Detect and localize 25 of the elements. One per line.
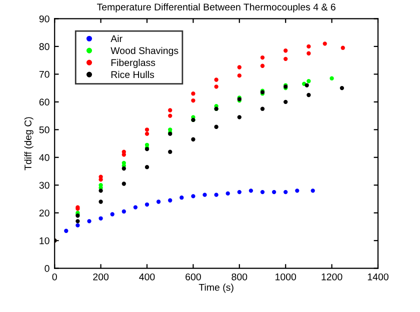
x-tick-label: 1000 xyxy=(276,273,296,280)
y-tick-label: 40 xyxy=(39,154,50,162)
x-axis-title: Time (s) xyxy=(198,284,234,293)
x-tick-label: 1200 xyxy=(322,273,342,280)
x-tick-label: 800 xyxy=(232,273,248,280)
y-tick-label: 50 xyxy=(39,126,50,134)
y-tick-label: 20 xyxy=(39,210,50,216)
chart-title: Temperature Differential Between Thermocouples 4 & 6 xyxy=(97,3,336,12)
x-tick-label: 0 xyxy=(52,273,57,280)
y-tick-label: 30 xyxy=(39,182,50,189)
y-axis-title: Tdiff (deg C) xyxy=(24,117,34,170)
y-tick-label: 10 xyxy=(40,237,50,244)
y-tick-label: 70 xyxy=(39,70,50,78)
x-tick-label: 600 xyxy=(186,273,201,280)
y-tick-label: 80 xyxy=(39,43,50,50)
y-tick-label: 60 xyxy=(39,98,50,106)
x-tick-label: 400 xyxy=(139,273,155,280)
legend-label: Wood Shavings xyxy=(110,46,178,56)
legend-label: Rice Hulls xyxy=(111,70,154,78)
x-tick-label: 200 xyxy=(93,273,109,280)
x-tick-label: 1400 xyxy=(368,273,388,280)
legend-label: Fiberglass xyxy=(111,58,156,68)
y-tick-label: 90 xyxy=(39,15,50,22)
legend-label: Air xyxy=(110,34,122,42)
y-tick-label: 0 xyxy=(44,265,50,272)
